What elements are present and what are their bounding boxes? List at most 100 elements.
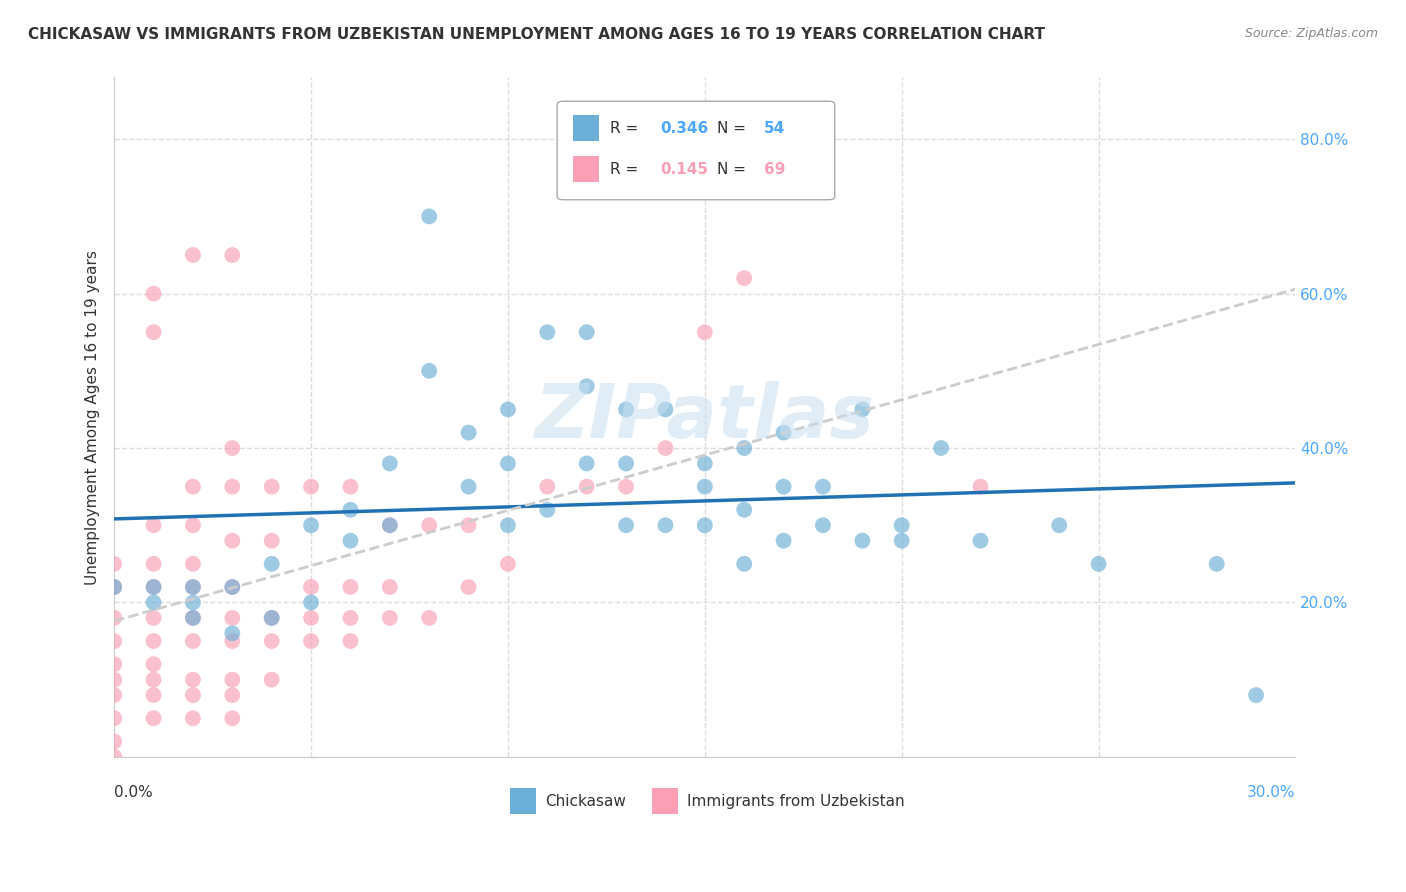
Point bbox=[339, 611, 361, 625]
Point bbox=[378, 580, 401, 594]
FancyBboxPatch shape bbox=[510, 789, 536, 814]
Point bbox=[418, 611, 440, 625]
Point bbox=[457, 580, 479, 594]
Point bbox=[339, 580, 361, 594]
Point bbox=[299, 480, 322, 494]
Point bbox=[339, 634, 361, 648]
Point bbox=[693, 325, 716, 339]
Point bbox=[103, 673, 125, 687]
Point bbox=[1087, 557, 1109, 571]
Point bbox=[221, 248, 243, 262]
Point bbox=[260, 611, 283, 625]
Point bbox=[378, 518, 401, 533]
Point bbox=[693, 457, 716, 471]
Point bbox=[614, 480, 637, 494]
Point bbox=[103, 634, 125, 648]
Point bbox=[969, 533, 991, 548]
Point bbox=[260, 557, 283, 571]
Point bbox=[221, 626, 243, 640]
Point bbox=[575, 325, 598, 339]
Point bbox=[103, 688, 125, 702]
Point bbox=[654, 441, 676, 455]
Point bbox=[536, 480, 558, 494]
Point bbox=[142, 580, 165, 594]
Point bbox=[733, 503, 755, 517]
Text: 30.0%: 30.0% bbox=[1247, 785, 1295, 799]
Point bbox=[181, 688, 204, 702]
Point bbox=[142, 673, 165, 687]
Point bbox=[339, 533, 361, 548]
Point bbox=[181, 611, 204, 625]
Text: ZIPatlas: ZIPatlas bbox=[534, 381, 875, 454]
Point bbox=[496, 557, 519, 571]
Point bbox=[181, 557, 204, 571]
Point bbox=[142, 325, 165, 339]
Point bbox=[299, 580, 322, 594]
Point bbox=[693, 518, 716, 533]
Point bbox=[260, 480, 283, 494]
Text: N =: N = bbox=[717, 121, 751, 136]
Point bbox=[181, 580, 204, 594]
Text: Source: ZipAtlas.com: Source: ZipAtlas.com bbox=[1244, 27, 1378, 40]
Point bbox=[103, 557, 125, 571]
Point bbox=[221, 480, 243, 494]
Point bbox=[103, 580, 125, 594]
Text: 54: 54 bbox=[763, 121, 785, 136]
Text: 69: 69 bbox=[763, 161, 786, 177]
Point bbox=[969, 480, 991, 494]
Point bbox=[103, 657, 125, 672]
Point bbox=[221, 673, 243, 687]
Point bbox=[1244, 688, 1267, 702]
FancyBboxPatch shape bbox=[572, 115, 599, 141]
Point bbox=[496, 402, 519, 417]
Point bbox=[614, 518, 637, 533]
Text: Immigrants from Uzbekistan: Immigrants from Uzbekistan bbox=[688, 794, 904, 808]
Text: R =: R = bbox=[610, 161, 644, 177]
Point bbox=[733, 557, 755, 571]
Point bbox=[339, 480, 361, 494]
Point bbox=[181, 580, 204, 594]
Point bbox=[181, 480, 204, 494]
Point bbox=[181, 634, 204, 648]
Point bbox=[221, 634, 243, 648]
Point bbox=[221, 611, 243, 625]
Y-axis label: Unemployment Among Ages 16 to 19 years: Unemployment Among Ages 16 to 19 years bbox=[86, 250, 100, 584]
Point bbox=[457, 518, 479, 533]
Point bbox=[181, 673, 204, 687]
Point bbox=[142, 711, 165, 725]
Point bbox=[181, 248, 204, 262]
Point bbox=[260, 673, 283, 687]
Point bbox=[299, 595, 322, 609]
Point bbox=[221, 580, 243, 594]
Point bbox=[142, 657, 165, 672]
Point bbox=[418, 364, 440, 378]
Point bbox=[142, 634, 165, 648]
Point bbox=[614, 457, 637, 471]
Point bbox=[142, 611, 165, 625]
Point bbox=[614, 402, 637, 417]
Point bbox=[142, 557, 165, 571]
Point bbox=[378, 518, 401, 533]
Point bbox=[1205, 557, 1227, 571]
Point bbox=[103, 750, 125, 764]
Point bbox=[299, 518, 322, 533]
Point bbox=[654, 402, 676, 417]
Text: 0.346: 0.346 bbox=[659, 121, 709, 136]
Point bbox=[378, 611, 401, 625]
Point bbox=[181, 595, 204, 609]
Point bbox=[221, 711, 243, 725]
Point bbox=[536, 503, 558, 517]
Point bbox=[811, 480, 834, 494]
Point bbox=[890, 518, 912, 533]
FancyBboxPatch shape bbox=[651, 789, 678, 814]
Point bbox=[103, 734, 125, 748]
Point bbox=[654, 518, 676, 533]
Point bbox=[260, 634, 283, 648]
FancyBboxPatch shape bbox=[572, 156, 599, 182]
Text: N =: N = bbox=[717, 161, 751, 177]
Point bbox=[103, 611, 125, 625]
Point bbox=[772, 480, 794, 494]
Point bbox=[260, 611, 283, 625]
Point bbox=[142, 595, 165, 609]
Point bbox=[575, 480, 598, 494]
